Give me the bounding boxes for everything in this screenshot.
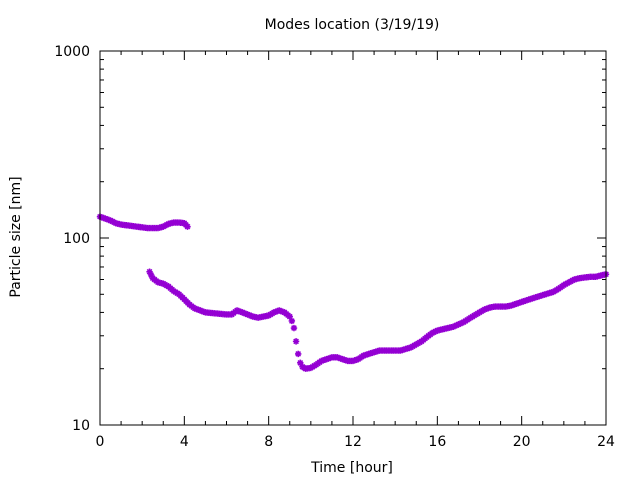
data-points bbox=[96, 213, 610, 372]
y-tick-label: 100 bbox=[63, 231, 90, 247]
x-tick-label: 24 bbox=[597, 434, 615, 450]
y-axis-label: Particle size [nm] bbox=[8, 176, 24, 297]
data-point bbox=[294, 350, 302, 358]
data-point bbox=[292, 338, 300, 345]
data-point bbox=[288, 317, 296, 325]
x-tick-label: 8 bbox=[264, 434, 273, 450]
data-point bbox=[146, 268, 153, 275]
y-tick-label: 1000 bbox=[54, 44, 90, 60]
y-tick-label: 10 bbox=[72, 418, 90, 434]
plot-frame bbox=[99, 50, 607, 426]
axis-ticks bbox=[99, 50, 607, 426]
data-point bbox=[286, 313, 293, 320]
x-axis-label: Time [hour] bbox=[310, 460, 393, 476]
data-point bbox=[147, 271, 155, 279]
x-tick-label: 4 bbox=[180, 434, 189, 450]
data-point bbox=[290, 324, 298, 332]
x-tick-label: 20 bbox=[513, 434, 531, 450]
x-tick-label: 16 bbox=[428, 434, 446, 450]
data-point bbox=[297, 359, 304, 367]
x-tick-label: 0 bbox=[96, 434, 105, 450]
chart-title: Modes location (3/19/19) bbox=[265, 17, 440, 33]
x-tick-label: 12 bbox=[344, 434, 362, 450]
data-point bbox=[184, 223, 191, 230]
tick-labels: 0 4 8 12 16 20 24 10 100 1000 bbox=[54, 44, 615, 450]
